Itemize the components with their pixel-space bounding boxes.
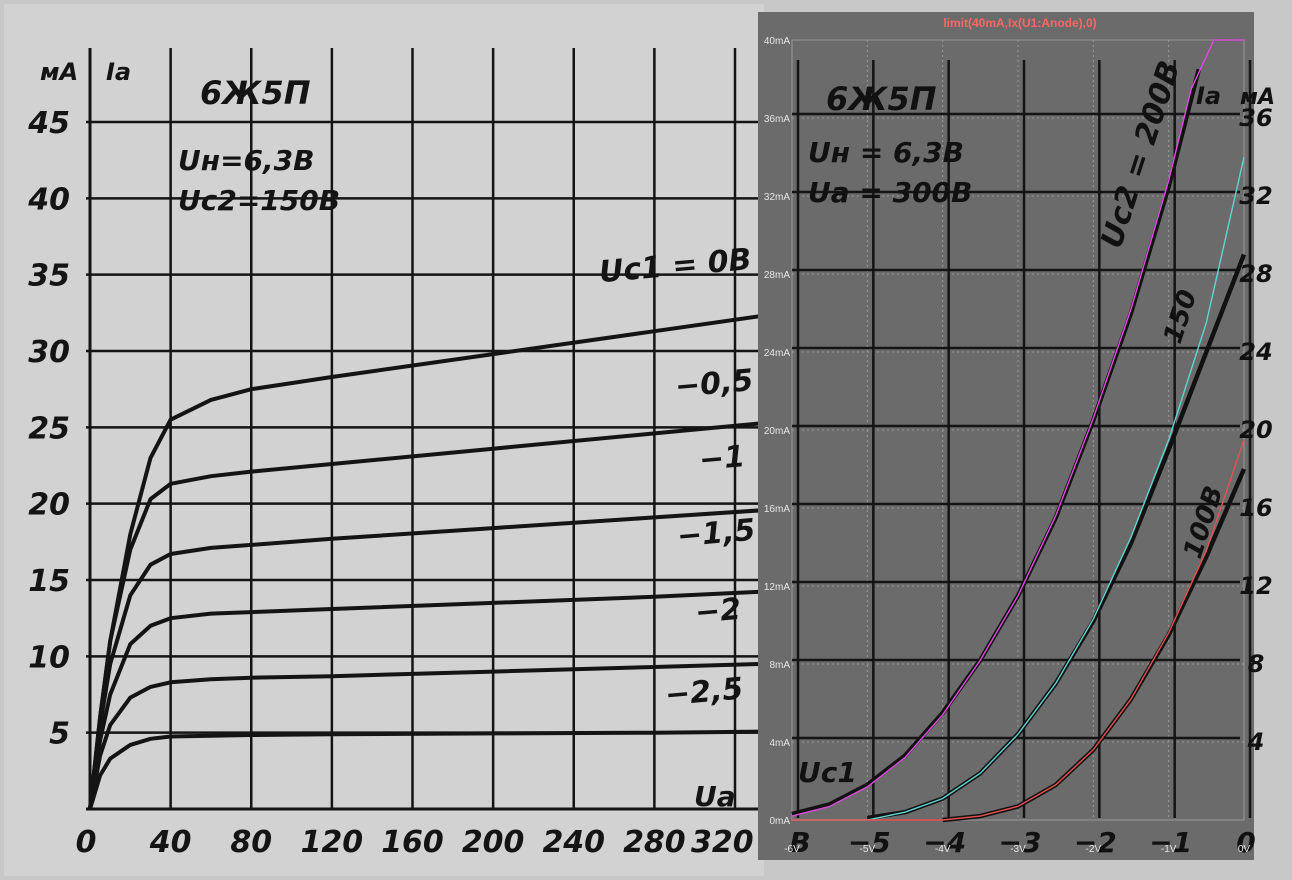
sim-x-tick-label: -5V — [860, 844, 876, 855]
left-y-axis-label: Iа — [106, 58, 131, 86]
left-series-1 — [88, 504, 816, 810]
sim-trace-title: limit(40mA,Ix(U1:Anode),0) — [943, 16, 1096, 30]
left-y-tick-label: 20 — [28, 488, 70, 523]
scan-x-tick-label: −2 — [1074, 826, 1117, 859]
scan-y-tick-label: 32 — [1239, 182, 1272, 210]
scan-x-tick-label: −5 — [848, 826, 891, 859]
sim-grid — [791, 39, 1245, 821]
scan-y-tick-label: 16 — [1239, 494, 1272, 522]
sim-trace-1 — [791, 39, 1244, 817]
sim-x-tick-label: -2V — [1086, 844, 1102, 855]
left-annotation-screen: Uс2=150В — [178, 184, 340, 217]
left-series-0-5 — [88, 416, 816, 810]
right-annotation-anode: Uа = 300В — [808, 176, 972, 209]
sim-y-tick-label: 8mA — [769, 660, 790, 671]
sim-x-tick-label: 0V — [1238, 844, 1251, 855]
right-chart-title: 6Ж5П — [826, 80, 937, 118]
sim-y-tick-label: 20mA — [764, 426, 790, 437]
scan-tick-labels: 4 8 12 16 20 24 28 32 36 В −5 −4 −3 −2 −1 0 — [789, 104, 1272, 859]
sim-trace-3 — [792, 439, 1245, 821]
left-y-tick-labels: 5 10 15 20 25 30 35 40 45 — [27, 106, 70, 752]
sim-y-tick-label: 0mA — [769, 816, 790, 827]
left-x-axis-label: Uа — [694, 780, 736, 813]
left-x-tick-label: 0 — [76, 825, 97, 860]
left-chart-title: 6Ж5П — [200, 74, 311, 112]
left-series-2-5 — [88, 729, 816, 810]
left-x-tick-label: 80 — [230, 825, 272, 860]
left-y-unit: мА — [40, 58, 78, 86]
sim-y-tick-labels: 0mA 4mA 8mA 12mA 16mA 20mA 24mA 28mA 32mA 36mA 40m… — [764, 36, 790, 827]
left-x-tick-label: 200 — [462, 825, 525, 860]
sim-y-tick-label: 16mA — [764, 504, 790, 515]
left-y-tick-label: 30 — [28, 335, 70, 370]
sim-x-tick-labels: -6V -5V -4V -3V -2V -1V 0V — [784, 844, 1250, 855]
sim-x-tick-label: -1V — [1161, 844, 1177, 855]
left-x-tick-label: 120 — [301, 825, 364, 860]
sim-y-tick-label: 36mA — [764, 114, 790, 125]
right-annotation-heater: Uн = 6,3В — [808, 136, 964, 169]
sim-trace-group — [791, 39, 1245, 821]
sim-x-tick-label: -4V — [935, 844, 951, 855]
left-y-tick-label: 10 — [28, 640, 70, 675]
left-series-2 — [88, 660, 816, 810]
transfer-characteristics-chart: 4 8 12 16 20 24 28 32 36 В −5 −4 −3 −2 −1 0 0mA 4mA 8mA 12… — [758, 12, 1275, 860]
left-y-tick-label: 5 — [49, 717, 70, 752]
chart-paper — [4, 4, 764, 876]
sim-y-tick-label: 32mA — [764, 192, 790, 203]
scan-x-tick-label: 0 — [1236, 826, 1255, 859]
left-x-tick-labels: 0 40 80 120 160 200 240 280 320 В — [76, 825, 787, 860]
scan-x-tick-label: −3 — [999, 826, 1042, 859]
sim-y-tick-label: 12mA — [764, 582, 790, 593]
left-series-label: −1 — [698, 439, 747, 478]
scan-y-tick-label: 12 — [1239, 572, 1272, 600]
sim-x-tick-label: -3V — [1010, 844, 1026, 855]
sim-x-tick-label: -6V — [784, 844, 800, 855]
right-x-axis-label: Uс1 — [798, 756, 857, 789]
scan-y-tick-label: 4 — [1247, 728, 1265, 756]
sim-y-tick-label: 28mA — [764, 270, 790, 281]
left-series-label: −1,5 — [676, 513, 757, 555]
scan-x-tick-label: −1 — [1149, 826, 1192, 859]
left-series-label: −2,5 — [664, 671, 745, 713]
right-y-unit: мА — [1240, 85, 1275, 110]
scan-y-tick-label: 20 — [1239, 416, 1272, 444]
scan-x-tick-label: В — [789, 826, 810, 859]
sim-panel — [758, 12, 1254, 860]
left-y-tick-label: 40 — [27, 182, 70, 217]
sim-y-tick-label: 24mA — [764, 348, 790, 359]
scan-x-tick-label: −4 — [923, 826, 966, 859]
left-series-label: −0,5 — [674, 363, 755, 405]
left-x-tick-label: 280 — [623, 825, 686, 860]
right-y-axis-label: Iа — [1196, 82, 1221, 110]
left-x-tick-label: 160 — [381, 825, 444, 860]
left-x-tick-label: 240 — [542, 825, 605, 860]
left-y-tick-label: 35 — [28, 259, 70, 294]
scan-y-tick-label: 28 — [1239, 260, 1272, 288]
sim-y-tick-label: 4mA — [769, 738, 790, 749]
left-y-tick-label: 15 — [28, 564, 70, 599]
left-series-group — [88, 306, 816, 810]
left-y-tick-label: 45 — [27, 106, 70, 141]
left-x-tick-label: 40 — [149, 825, 192, 860]
scan-y-tick-label: 24 — [1239, 338, 1272, 366]
scan-y-tick-label: 36 — [1239, 104, 1272, 132]
sim-trace-2 — [792, 156, 1245, 821]
left-annotation-heater: Uн=6,3В — [178, 144, 315, 177]
left-series-1-5 — [88, 587, 816, 810]
left-series-label: −2 — [694, 592, 743, 631]
sim-y-tick-label: 40mA — [764, 36, 790, 47]
left-y-tick-label: 25 — [28, 411, 70, 446]
scan-y-tick-label: 8 — [1248, 650, 1265, 678]
